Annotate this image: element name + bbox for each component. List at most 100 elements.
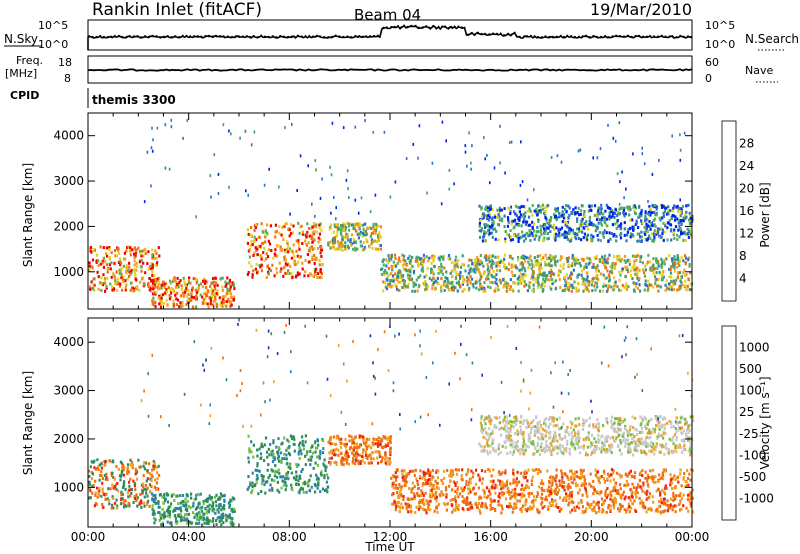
data-cell — [333, 241, 336, 245]
data-cell — [101, 502, 104, 506]
data-cell — [284, 477, 287, 480]
data-cell — [593, 509, 596, 513]
data-cell — [507, 220, 510, 224]
cpid-value: themis 3300 — [92, 93, 176, 107]
data-cell — [490, 255, 493, 259]
data-cell — [488, 260, 491, 264]
data-cell — [94, 493, 97, 497]
data-cell — [206, 518, 209, 522]
data-cell — [597, 269, 600, 273]
data-cell — [198, 283, 201, 287]
data-cell — [478, 204, 481, 208]
data-cell — [576, 219, 579, 223]
data-cell — [264, 229, 267, 233]
data-cell — [451, 274, 454, 278]
data-cell — [479, 219, 482, 222]
data-cell — [317, 443, 320, 447]
data-cell — [622, 211, 625, 215]
data-cell — [336, 247, 339, 251]
data-cell — [367, 454, 370, 458]
data-cell — [577, 227, 580, 231]
data-cell — [465, 483, 468, 486]
data-cell — [455, 481, 458, 484]
data-cell — [160, 523, 163, 527]
data-cell — [99, 474, 102, 477]
data-cell — [506, 505, 509, 508]
data-cell — [549, 286, 552, 289]
data-cell — [404, 477, 407, 481]
data-cell — [491, 221, 494, 225]
data-cell — [273, 274, 276, 278]
data-cell — [641, 469, 644, 473]
data-cell — [122, 280, 125, 284]
data-cell — [314, 461, 317, 465]
data-cell — [287, 244, 290, 248]
data-cell — [202, 277, 206, 281]
data-cell — [417, 276, 420, 279]
data-cell — [681, 231, 684, 235]
data-cell — [507, 268, 510, 272]
data-cell — [438, 503, 441, 506]
data-cell — [623, 196, 625, 200]
data-cell — [160, 283, 163, 287]
data-cell — [488, 212, 491, 216]
data-cell — [450, 286, 453, 290]
data-cell — [224, 284, 227, 288]
data-cell — [655, 207, 658, 211]
data-cell — [288, 247, 291, 251]
data-cell — [285, 453, 288, 457]
data-cell — [277, 450, 280, 454]
data-cell — [175, 303, 178, 307]
data-cell — [120, 474, 123, 478]
data-cell — [412, 269, 416, 273]
data-cell — [503, 284, 506, 288]
data-cell — [287, 477, 290, 481]
data-cell — [276, 475, 279, 479]
data-cell — [674, 215, 677, 219]
data-cell — [400, 279, 403, 283]
data-cell — [568, 281, 571, 285]
data-cell — [218, 520, 221, 524]
data-cell — [503, 207, 506, 211]
data-cell — [194, 297, 197, 301]
data-cell — [535, 230, 538, 234]
data-cell — [177, 283, 180, 287]
data-cell — [443, 502, 446, 505]
data-cell — [297, 245, 300, 249]
data-cell — [372, 222, 375, 226]
data-cell — [686, 288, 689, 292]
data-cell — [308, 234, 312, 238]
data-cell — [448, 288, 451, 292]
data-cell — [662, 477, 665, 481]
data-cell — [311, 240, 314, 244]
data-cell — [577, 273, 581, 277]
data-cell — [170, 523, 173, 527]
data-cell — [255, 238, 258, 242]
data-cell — [146, 500, 149, 504]
data-cell — [112, 497, 115, 501]
data-cell — [354, 223, 357, 226]
data-cell — [385, 277, 388, 281]
data-cell — [389, 437, 392, 441]
data-cell — [601, 218, 604, 222]
data-cell — [549, 224, 552, 228]
data-cell — [562, 266, 565, 270]
data-cell — [276, 245, 279, 249]
data-cell — [533, 209, 536, 213]
data-cell — [542, 277, 545, 281]
data-cell — [536, 491, 539, 494]
data-cell — [113, 485, 116, 489]
data-cell — [604, 260, 607, 263]
data-cell — [363, 246, 366, 249]
data-cell — [287, 451, 291, 455]
data-cell — [610, 265, 614, 269]
data-cell — [230, 292, 233, 296]
data-cell — [625, 484, 628, 488]
data-cell — [314, 257, 317, 261]
data-cell — [305, 243, 308, 246]
data-cell — [680, 229, 683, 233]
data-cell — [640, 235, 643, 239]
data-cell — [470, 258, 473, 262]
data-cell — [104, 477, 107, 481]
data-cell — [452, 285, 455, 289]
